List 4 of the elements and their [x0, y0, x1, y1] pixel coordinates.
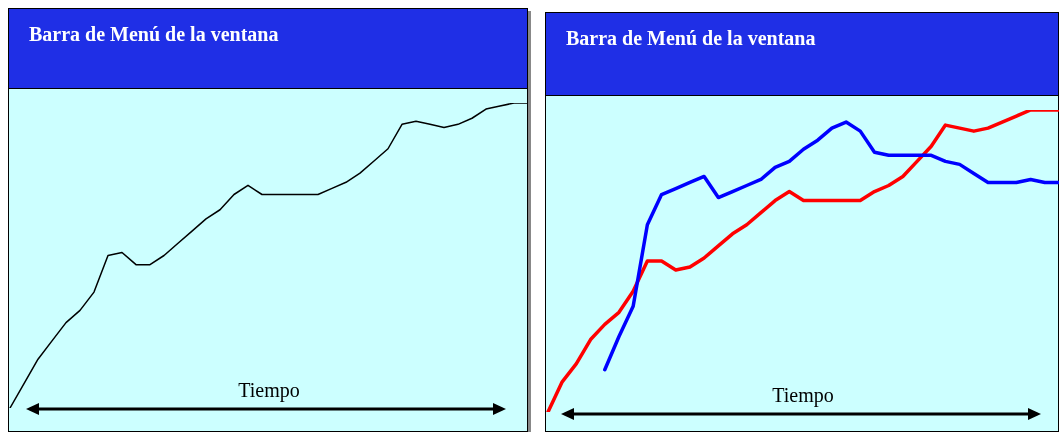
chart-title: Barra de Menú de la ventana [9, 9, 527, 89]
x-axis-title: Tiempo [771, 384, 835, 407]
chart-title: Barra de Menú de la ventana [546, 13, 1058, 96]
x-axis-title: Tiempo [237, 379, 301, 402]
